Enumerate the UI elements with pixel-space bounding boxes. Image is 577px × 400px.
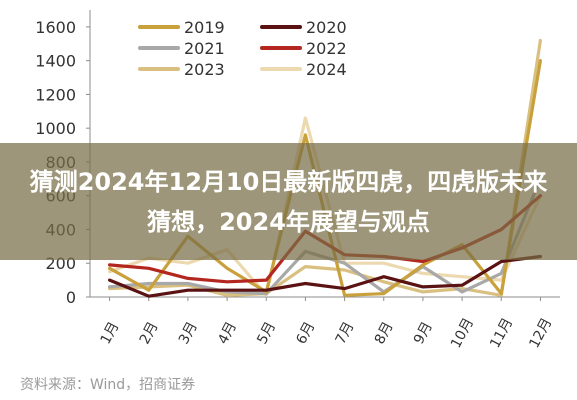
legend-label: 2019 <box>184 18 225 37</box>
x-tick-label: 11月 <box>487 315 516 351</box>
y-tick-label: 1400 <box>35 52 76 71</box>
x-tick-label: 5月 <box>254 319 279 347</box>
x-tick-label: 10月 <box>448 315 477 351</box>
x-tick-label: 4月 <box>215 319 240 347</box>
legend-label: 2020 <box>306 18 347 37</box>
y-tick-label: 1600 <box>35 18 76 37</box>
x-tick-label: 7月 <box>333 319 358 347</box>
legend-label: 2022 <box>306 39 347 58</box>
legend-label: 2024 <box>306 60 347 79</box>
series-line-2020 <box>107 254 543 298</box>
y-tick-label: 1200 <box>35 85 76 104</box>
legend-label: 2021 <box>184 39 225 58</box>
x-tick-label: 6月 <box>293 319 318 347</box>
x-tick-label: 9月 <box>411 319 436 347</box>
x-tick-label: 8月 <box>372 319 397 347</box>
x-tick-label: 1月 <box>98 319 123 347</box>
source-note: 资料来源：Wind，招商证券 <box>20 377 196 393</box>
y-tick-label: 1000 <box>35 119 76 138</box>
title-banner: 猜测2024年12月10日最新版四虎，四虎版未来猜想，2024年展望与观点 <box>0 143 577 260</box>
legend-label: 2023 <box>184 60 225 79</box>
banner-title: 猜测2024年12月10日最新版四虎，四虎版未来猜想，2024年展望与观点 <box>29 167 548 236</box>
x-tick-label: 12月 <box>526 315 555 351</box>
x-tick-label: 2月 <box>137 319 162 347</box>
y-tick-label: 0 <box>66 288 76 307</box>
x-tick-label: 3月 <box>176 319 201 347</box>
